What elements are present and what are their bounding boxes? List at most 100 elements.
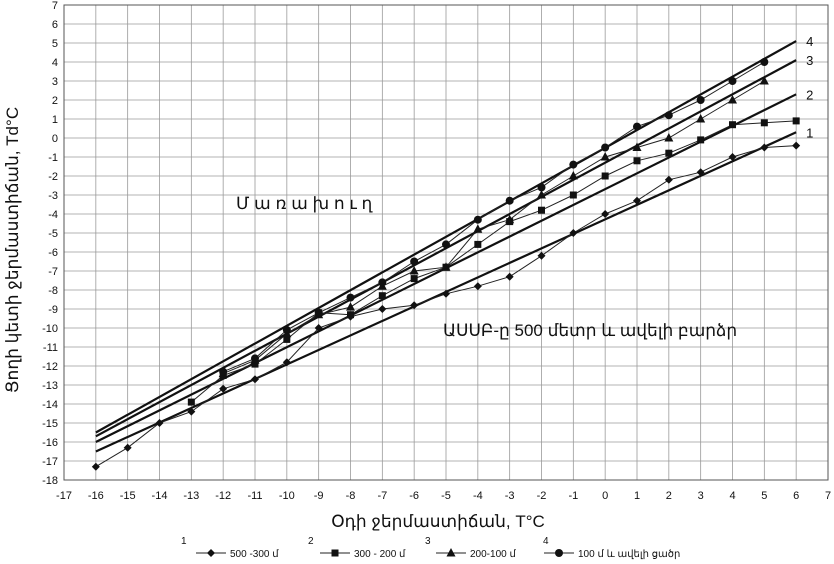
- series-line-2: [191, 120, 797, 403]
- data-point-circle: [569, 160, 578, 169]
- data-point-diamond: [664, 175, 673, 184]
- data-point-circle: [442, 240, 450, 249]
- y-tick-label: -7: [48, 266, 58, 278]
- data-point-diamond: [760, 143, 769, 152]
- data-point-diamond: [792, 141, 801, 150]
- x-tick-label: -15: [120, 490, 136, 502]
- y-tick-label: 5: [52, 38, 58, 50]
- data-point-diamond: [473, 282, 482, 291]
- data-point-diamond: [505, 272, 514, 281]
- data-point-square: [729, 121, 736, 129]
- annotation-cloud-base: ԱՍՍԲ-ը 500 մետր և ավելի բարձր: [443, 321, 737, 340]
- y-tick-label: 6: [52, 19, 58, 31]
- x-tick-label: -8: [346, 490, 356, 502]
- curve-label-1: 1: [806, 125, 813, 140]
- x-tick-label: -4: [473, 490, 483, 502]
- data-point-square: [792, 117, 800, 125]
- y-tick-label: -12: [42, 361, 58, 373]
- legend-label: 500 -300 մ: [230, 549, 279, 560]
- y-tick-label: 1: [52, 114, 58, 126]
- legend-number: 1: [181, 536, 187, 547]
- data-point-triangle: [600, 152, 610, 161]
- data-point-triangle: [696, 114, 706, 123]
- data-point-circle: [219, 367, 228, 376]
- x-tick-label: 6: [793, 490, 799, 502]
- data-point-circle: [728, 77, 737, 85]
- x-axis-title: Օդի ջերմաստիճան, T°C: [331, 512, 545, 531]
- legend-number: 4: [543, 536, 549, 547]
- data-point-circle: [410, 257, 419, 266]
- x-tick-label: -3: [505, 490, 515, 502]
- data-point-circle: [537, 183, 546, 192]
- data-point-triangle: [568, 171, 578, 180]
- data-point-diamond: [207, 549, 215, 557]
- data-point-diamond: [187, 407, 196, 416]
- legend: 1 500 -300 մ 2 300 - 200 մ 3 200-100 մ 4 100 մ …: [181, 536, 680, 560]
- data-point-triangle: [664, 133, 674, 142]
- data-point-diamond: [410, 301, 419, 310]
- series-2: [187, 117, 800, 406]
- y-tick-label: -13: [42, 380, 58, 392]
- data-point-square: [760, 119, 768, 127]
- data-point-square: [251, 360, 259, 368]
- data-point-diamond: [569, 229, 578, 237]
- data-point-circle: [505, 196, 514, 205]
- data-point-circle: [346, 293, 355, 302]
- data-point-diamond: [251, 375, 259, 384]
- y-axis-title: Ցողի կետի ջերմաստիճան, Td°C: [3, 107, 22, 393]
- y-tick-label: -4: [48, 209, 58, 221]
- data-point-triangle: [446, 548, 456, 557]
- data-point-square: [538, 206, 545, 214]
- x-tick-label: -16: [88, 490, 104, 502]
- data-point-square: [410, 275, 418, 283]
- x-tick-label: -12: [215, 490, 231, 502]
- data-point-square: [331, 549, 339, 557]
- data-point-circle: [473, 215, 482, 224]
- series-line-4: [222, 61, 765, 373]
- data-point-circle: [378, 278, 387, 287]
- x-tick-label: -17: [56, 490, 72, 502]
- curve-label-3: 3: [806, 53, 813, 68]
- legend-label: 200-100 մ: [470, 549, 516, 560]
- y-tick-label: -15: [42, 418, 58, 430]
- legend-label: 300 - 200 մ: [354, 549, 406, 560]
- x-tick-label: -6: [409, 490, 419, 502]
- data-point-square: [697, 136, 705, 144]
- data-point-square: [665, 149, 673, 157]
- data-point-square: [569, 191, 577, 199]
- y-tick-label: -16: [42, 437, 58, 449]
- x-tick-label: 0: [602, 490, 608, 502]
- data-point-triangle: [632, 142, 642, 151]
- y-tick-label: -1: [48, 152, 58, 164]
- y-tick-label: -10: [42, 323, 58, 335]
- x-tick-label: -7: [377, 490, 387, 502]
- x-tick-label: -5: [441, 490, 451, 502]
- annotation-fog: Մ ա ռ ա խ ո ւ ղ: [236, 194, 373, 213]
- x-tick-label: 3: [698, 490, 704, 502]
- data-point-diamond: [378, 305, 387, 313]
- data-series: [91, 58, 801, 471]
- data-point-triangle: [759, 76, 769, 85]
- data-point-circle: [601, 143, 610, 152]
- data-point-diamond: [282, 358, 291, 367]
- y-tick-label: 7: [52, 0, 58, 12]
- x-tick-label: -13: [183, 490, 199, 502]
- y-tick-label: -5: [48, 228, 58, 240]
- y-tick-label: -18: [42, 475, 58, 487]
- x-tick-label: 2: [666, 490, 672, 502]
- data-point-diamond: [537, 251, 546, 260]
- data-point-diamond: [219, 384, 228, 393]
- data-point-diamond: [123, 443, 132, 452]
- x-tick-label: 1: [634, 490, 640, 502]
- curve-label-2: 2: [806, 87, 813, 102]
- data-point-square: [187, 398, 195, 406]
- plot-frame: [63, 4, 829, 481]
- data-point-square: [633, 157, 641, 165]
- data-point-diamond: [728, 153, 737, 161]
- y-tick-labels: -18-17-16-15-14-13-12-11-10-9-8-7-6-5-4-…: [42, 0, 58, 487]
- x-tick-label: -1: [568, 490, 578, 502]
- data-point-triangle: [441, 262, 451, 271]
- data-point-diamond: [91, 462, 100, 471]
- data-point-circle: [314, 308, 323, 317]
